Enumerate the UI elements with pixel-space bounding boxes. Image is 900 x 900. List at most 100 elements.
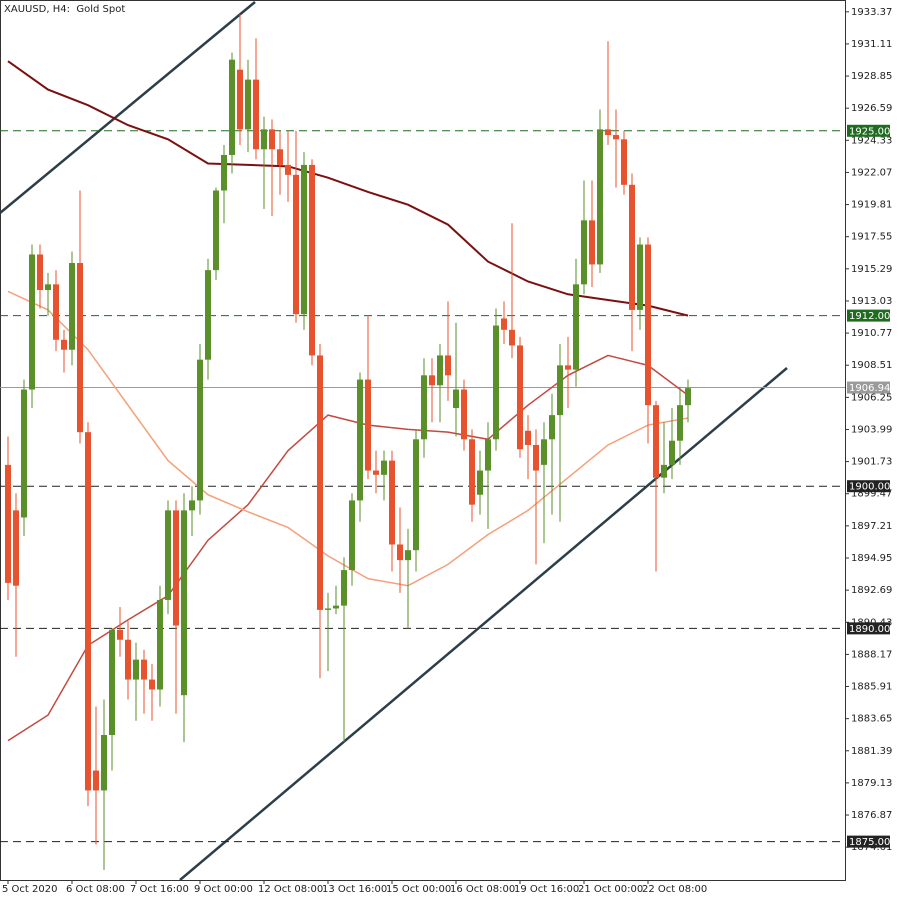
candle-body (61, 339, 67, 350)
y-tick-label: 1901.73 (851, 457, 892, 468)
candle-body (525, 430, 531, 445)
moving-average (7, 354, 689, 742)
candle-body (677, 405, 683, 441)
candle-body (573, 284, 579, 370)
level-label: 1912.00 (849, 311, 890, 322)
candle-body (269, 129, 275, 150)
y-tick-label: 1919.81 (851, 200, 892, 211)
candle-body (237, 69, 243, 130)
x-tick-label: 21 Oct 00:00 (578, 884, 643, 895)
candle-body (133, 659, 139, 680)
candle-body (317, 355, 323, 610)
y-tick-label: 1892.69 (851, 585, 892, 596)
y-tick-label: 1917.55 (851, 232, 892, 243)
x-tick-label: 5 Oct 2020 (2, 884, 57, 895)
candle-body (661, 464, 667, 478)
level-label-box (847, 835, 890, 848)
candle-body (557, 365, 563, 416)
candle-body (685, 388, 691, 406)
candle-body (45, 284, 51, 291)
y-tick-label: 1931.11 (851, 39, 892, 50)
candle-body (157, 599, 163, 690)
candle-body (69, 263, 75, 350)
candle-body (597, 129, 603, 265)
candle-body (613, 135, 619, 140)
x-tick-label: 19 Oct 16:00 (514, 884, 579, 895)
candle-body (245, 79, 251, 130)
level-label-box (847, 622, 890, 635)
x-tick-label: 7 Oct 16:00 (130, 884, 189, 895)
candle-body (357, 379, 363, 501)
candle-body (453, 389, 459, 409)
candle-body (461, 389, 467, 440)
x-tick-label: 15 Oct 00:00 (386, 884, 451, 895)
y-tick-label: 1913.03 (851, 296, 892, 307)
trend-line (179, 367, 788, 880)
y-tick-label: 1894.95 (851, 553, 892, 564)
candle-body (37, 254, 43, 291)
chart-title: XAUUSD, H4: Gold Spot (4, 4, 125, 15)
candle-body (173, 510, 179, 626)
level-label: 1900.00 (849, 482, 890, 493)
y-tick-label: 1933.37 (851, 7, 892, 18)
candle-body (517, 345, 523, 450)
candle-body (93, 770, 99, 791)
candle-body (333, 605, 339, 609)
candle-body (637, 244, 643, 310)
candle-body (477, 470, 483, 495)
candle-body (653, 405, 659, 478)
candle-body (229, 59, 235, 155)
candle-body (581, 220, 587, 285)
y-tick-label: 1883.65 (851, 714, 892, 725)
y-tick-label: 1881.39 (851, 746, 892, 757)
x-tick-label: 22 Oct 08:00 (642, 884, 707, 895)
candle-body (181, 510, 187, 696)
candle-body (533, 444, 539, 471)
candle-body (373, 470, 379, 475)
candle-body (5, 464, 11, 583)
y-tick-label: 1915.29 (851, 264, 892, 275)
candle-body (429, 375, 435, 386)
candle-body (29, 254, 35, 390)
candle-body (261, 129, 267, 150)
y-tick-label: 1924.33 (851, 135, 892, 146)
candle-body (541, 439, 547, 465)
candle-body (485, 439, 491, 471)
candle-body (509, 329, 515, 346)
level-label: 1890.00 (849, 624, 890, 635)
candle-body (13, 510, 19, 586)
candle-body (21, 389, 27, 518)
candle-body (629, 184, 635, 310)
candle-body (413, 439, 419, 551)
candle-body (85, 432, 91, 791)
candle-body (165, 510, 171, 600)
candle-body (565, 365, 571, 370)
trend-line (0, 1, 256, 214)
x-tick-label: 16 Oct 08:00 (450, 884, 515, 895)
candle-body (77, 263, 83, 433)
candle-body (309, 164, 315, 356)
y-tick-label: 1906.25 (851, 392, 892, 403)
candle-body (117, 629, 123, 640)
candle-body (349, 500, 355, 571)
candle-body (469, 439, 475, 505)
candle-body (437, 355, 443, 386)
candle-body (141, 659, 147, 680)
candle-body (405, 550, 411, 561)
candle-body (277, 149, 283, 165)
y-tick-label: 1903.99 (851, 424, 892, 435)
y-tick-label: 1928.85 (851, 71, 892, 82)
level-label-box (847, 124, 890, 137)
y-tick-label: 1910.77 (851, 328, 892, 339)
candle-body (621, 139, 627, 185)
y-tick-label: 1876.87 (851, 810, 892, 821)
candle-body (381, 460, 387, 475)
candle-body (669, 440, 675, 465)
candle-body (501, 318, 507, 330)
candle-body (365, 379, 371, 471)
candle-body (605, 129, 611, 136)
candle-body (285, 164, 291, 175)
y-tick-label: 1922.07 (851, 167, 892, 178)
plot-area (0, 1, 845, 880)
